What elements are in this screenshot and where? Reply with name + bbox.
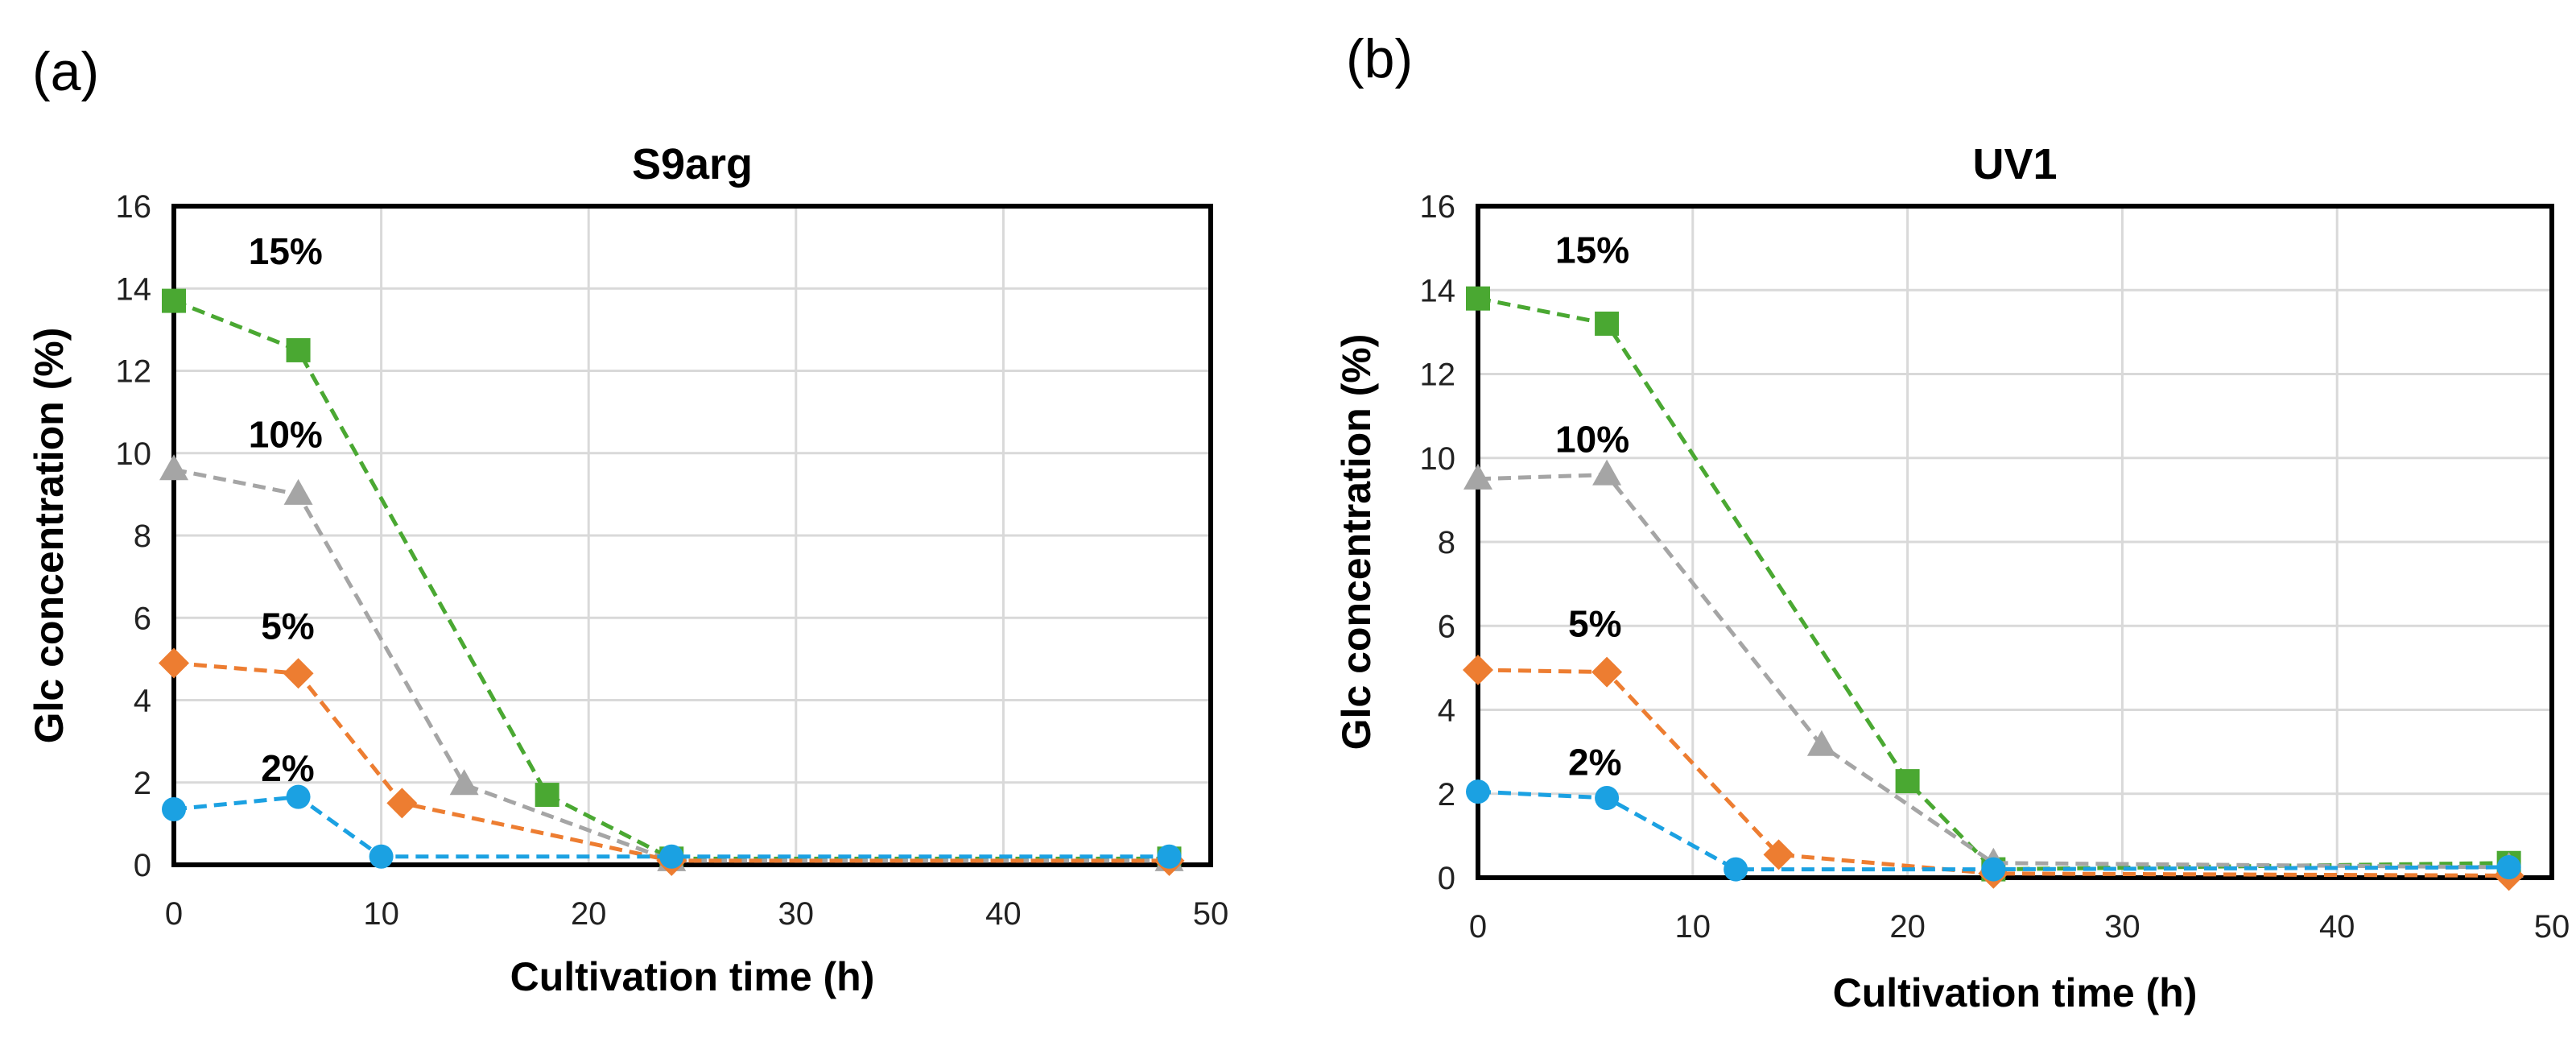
- series-annotation: 10%: [1555, 418, 1629, 460]
- data-point-triangle: [159, 454, 188, 481]
- x-axis-title: Cultivation time (h): [1833, 970, 2198, 1015]
- data-point-triangle: [1463, 463, 1492, 490]
- data-point-circle: [2496, 854, 2521, 879]
- series-line-15pct: [173, 299, 1170, 861]
- data-point-circle: [286, 784, 311, 809]
- chart-title: UV1: [1972, 140, 2057, 188]
- series-line-2pct: [1477, 789, 2509, 872]
- y-tick-label: 10: [1420, 441, 1456, 477]
- x-tick-label: 30: [778, 896, 815, 932]
- data-point-triangle: [1806, 730, 1836, 756]
- y-tick-label: 12: [1420, 358, 1456, 393]
- series-annotation: 5%: [1568, 603, 1621, 645]
- data-point-square: [535, 783, 559, 808]
- series-line-10pct: [173, 467, 1170, 863]
- data-point-square: [1895, 769, 1920, 794]
- data-point-triangle: [449, 769, 479, 796]
- data-point-diamond: [283, 658, 314, 689]
- data-point-square: [286, 337, 311, 362]
- y-tick-label: 10: [116, 436, 152, 472]
- y-tick-label: 4: [134, 684, 151, 719]
- y-axis-title: Glc concentration (%): [27, 328, 72, 744]
- y-tick-label: 14: [1420, 273, 1456, 308]
- panel-label: (a): [32, 41, 99, 102]
- data-point-circle: [1157, 844, 1182, 869]
- x-tick-label: 20: [1889, 909, 1926, 945]
- data-point-triangle: [283, 478, 313, 505]
- y-tick-label: 4: [1438, 693, 1455, 729]
- y-tick-label: 0: [1438, 861, 1455, 896]
- y-tick-label: 2: [134, 766, 151, 801]
- x-tick-label: 50: [1193, 896, 1229, 932]
- y-tick-label: 0: [134, 848, 151, 883]
- chart-title: S9arg: [632, 140, 753, 188]
- data-point-diamond: [1591, 656, 1623, 688]
- data-point-circle: [369, 844, 394, 869]
- data-point-circle: [1724, 857, 1748, 882]
- data-point-diamond: [1763, 839, 1794, 870]
- data-point-circle: [1466, 779, 1490, 804]
- y-axis-title: Glc concentration (%): [1334, 334, 1379, 750]
- y-tick-label: 2: [1438, 777, 1455, 812]
- x-tick-label: 0: [1469, 909, 1487, 945]
- series-annotation: 15%: [1555, 229, 1629, 271]
- y-tick-label: 16: [1420, 189, 1456, 225]
- data-point-diamond: [1463, 654, 1493, 685]
- y-tick-label: 8: [1438, 525, 1455, 560]
- chart-panel-a: (a) S9arg 0 2 4 6 8 10 12 14 16 0 10 20 30 40 50 Cultivat…: [27, 41, 1228, 999]
- x-tick-label: 0: [165, 896, 183, 932]
- y-tick-label: 8: [134, 519, 151, 554]
- data-point-circle: [1595, 785, 1620, 810]
- y-tick-label: 6: [1438, 609, 1455, 644]
- x-axis-title: Cultivation time (h): [510, 954, 875, 999]
- series-annotation: 15%: [249, 230, 323, 272]
- series-annotation: 2%: [261, 747, 314, 789]
- x-tick-label: 40: [2319, 909, 2355, 945]
- data-point-triangle: [1592, 459, 1622, 486]
- y-tick-label: 14: [116, 271, 152, 307]
- data-point-diamond: [159, 647, 189, 679]
- data-point-circle: [1981, 857, 2006, 882]
- data-point-diamond: [386, 788, 418, 819]
- x-tick-label: 30: [2104, 909, 2140, 945]
- plot-frame: [1476, 204, 2554, 880]
- y-tick-label: 16: [116, 189, 152, 225]
- data-point-circle: [659, 844, 684, 869]
- data-point-square: [162, 288, 186, 313]
- series-line-5pct: [173, 660, 1170, 863]
- x-tick-label: 10: [363, 896, 399, 932]
- chart-panel-b: (b) UV1 0 2 4 6 8 10 12 14 16 0 10 20 30 40 50 Cultivatio…: [1334, 28, 2570, 1015]
- series-line-15pct: [1477, 296, 2509, 872]
- series-annotation: 2%: [1568, 742, 1621, 783]
- series-line-10pct: [1477, 473, 2509, 870]
- series-annotation: 5%: [261, 605, 314, 647]
- x-tick-label: 10: [1675, 909, 1711, 945]
- x-tick-label: 40: [985, 896, 1022, 932]
- series-line-5pct: [1477, 668, 2509, 878]
- x-tick-label: 20: [571, 896, 607, 932]
- y-tick-label: 12: [116, 354, 152, 390]
- panel-label: (b): [1346, 28, 1413, 89]
- plot-frame: [171, 204, 1213, 867]
- data-point-square: [1595, 311, 1620, 336]
- x-tick-label: 50: [2534, 909, 2570, 945]
- y-tick-label: 6: [134, 601, 151, 636]
- data-point-circle: [162, 796, 186, 821]
- series-annotation: 10%: [249, 414, 323, 456]
- data-point-square: [1466, 286, 1490, 311]
